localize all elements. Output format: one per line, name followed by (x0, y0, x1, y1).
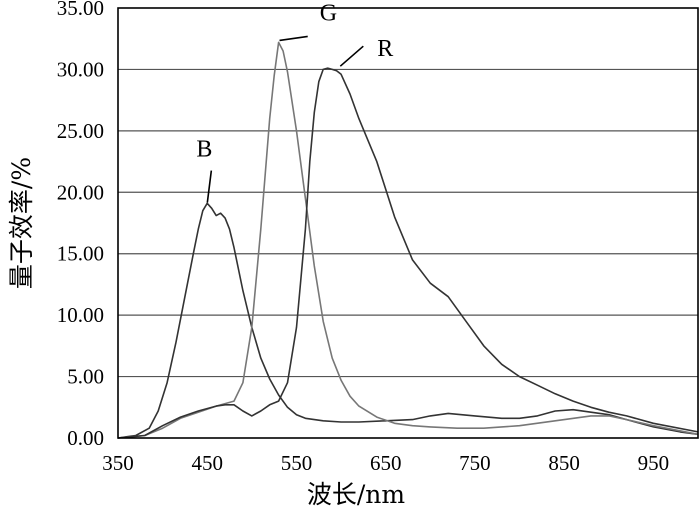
label-leader-b (206, 170, 213, 203)
series-label-b: B (196, 137, 212, 163)
series-label-r: R (377, 36, 393, 62)
y-tick-label: 35.00 (57, 0, 104, 20)
series-line-r (117, 67, 699, 439)
y-axis-title: 量子效率/% (7, 157, 36, 289)
plot-frame (117, 7, 699, 439)
y-tick-label: 20.00 (57, 180, 104, 204)
label-leader-r (339, 45, 364, 67)
x-tick-label: 650 (370, 451, 402, 475)
series-line-g (117, 41, 699, 439)
y-tick-label: 10.00 (57, 303, 104, 327)
x-tick-label: 550 (281, 451, 313, 475)
x-tick-label: 950 (638, 451, 670, 475)
x-axis-title: 波长/nm (307, 480, 406, 509)
x-tick-label: 850 (548, 451, 580, 475)
series-labels: B G R (196, 0, 393, 203)
x-tick-label: 350 (102, 451, 134, 475)
label-leader-g (279, 35, 308, 42)
y-tick-labels: 0.00 5.00 10.00 15.00 20.00 25.00 30.00 35.00 (57, 0, 104, 450)
y-tick-label: 25.00 (57, 119, 104, 143)
series-label-g: G (320, 0, 337, 26)
x-tick-labels: 350 450 550 650 750 850 950 (102, 451, 669, 475)
series-line-b (117, 202, 699, 439)
y-tick-label: 0.00 (67, 426, 104, 450)
y-tick-label: 30.00 (57, 57, 104, 81)
series-lines (117, 41, 699, 439)
x-tick-label: 750 (459, 451, 491, 475)
y-tick-label: 15.00 (57, 242, 104, 266)
x-tick-label: 450 (191, 451, 223, 475)
gridlines (118, 68, 698, 378)
y-tick-label: 5.00 (67, 365, 104, 389)
